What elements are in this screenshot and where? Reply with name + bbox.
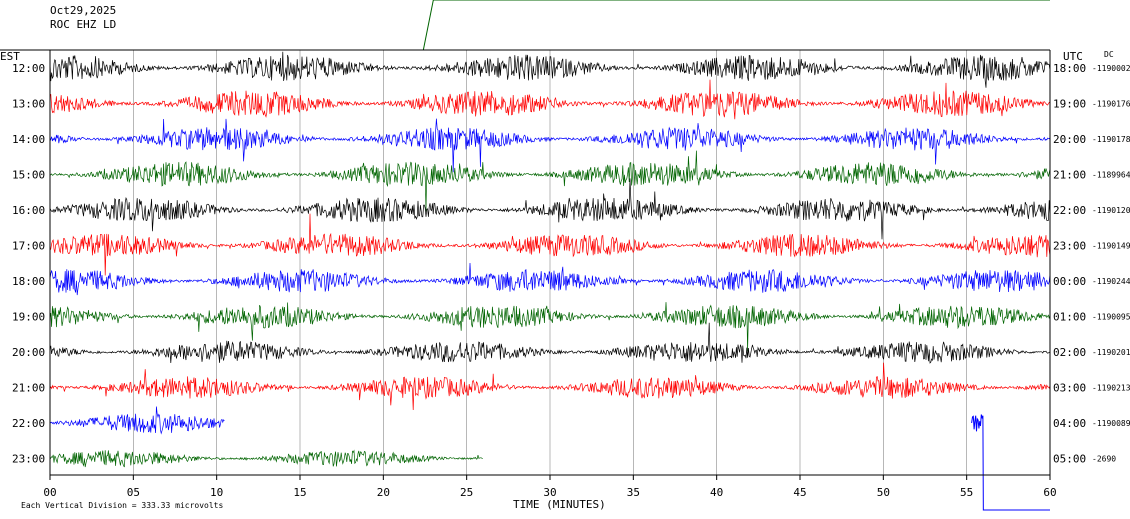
dc-offset-label: -1190176 — [1092, 100, 1130, 109]
x-tick-label: 35 — [627, 486, 640, 499]
est-hour-label: 18:00 — [12, 275, 45, 288]
trace-1700 — [49, 213, 1051, 276]
dc-offset-label: -1190002 — [1092, 64, 1130, 73]
utc-hour-label: 00:00 — [1053, 275, 1086, 288]
utc-hour-label: 23:00 — [1053, 240, 1086, 253]
x-tick-label: 60 — [1043, 486, 1056, 499]
minute-gridlines — [133, 50, 967, 475]
dc-offset-label: -1190178 — [1092, 135, 1130, 144]
chart-date: Oct29,2025 — [50, 4, 117, 17]
utc-hour-label: 03:00 — [1053, 382, 1086, 395]
trace-clip-line — [422, 0, 1050, 51]
est-hour-label: 12:00 — [12, 62, 45, 75]
x-tick-label: 50 — [877, 486, 890, 499]
trace-1500 — [49, 150, 1051, 212]
est-hour-label: 15:00 — [12, 169, 45, 182]
x-ticks: 00 05 10 15 20 25 30 35 40 45 50 55 60 — [43, 475, 1057, 499]
trace-2200 — [49, 406, 225, 435]
utc-hour-label: 19:00 — [1053, 98, 1086, 111]
utc-hour-label: 21:00 — [1053, 169, 1086, 182]
utc-hour-label: 01:00 — [1053, 311, 1086, 324]
trace-1200 — [49, 51, 1051, 88]
x-tick-label: 40 — [710, 486, 723, 499]
dc-offset-label: -1190095 — [1092, 313, 1130, 322]
trace-late-segment — [971, 414, 1050, 511]
est-hour-label: 13:00 — [12, 98, 45, 111]
dc-offset-label: -2690 — [1092, 455, 1116, 464]
seismic-traces — [49, 0, 1051, 511]
trace-1400 — [49, 118, 1051, 173]
dc-offset-label: -1189964 — [1092, 171, 1130, 180]
est-hour-label: 17:00 — [12, 240, 45, 253]
est-hour-label: 19:00 — [12, 311, 45, 324]
dc-offset-label: -1190201 — [1092, 348, 1130, 357]
dc-offset-label: -1190244 — [1092, 277, 1130, 286]
x-tick-label: 15 — [293, 486, 306, 499]
utc-hour-label: 02:00 — [1053, 346, 1086, 359]
x-tick-label: 30 — [543, 486, 556, 499]
axes — [0, 49, 1051, 476]
est-hour-label: 21:00 — [12, 382, 45, 395]
x-tick-label: 25 — [460, 486, 473, 499]
trace-1800 — [49, 262, 1051, 296]
axis-labels: EST UTC DC TIME (MINUTES) Each Vertical … — [0, 50, 1114, 511]
trace-1900 — [49, 302, 1051, 352]
dc-offset-label: -1190089 — [1092, 419, 1130, 428]
utc-hour-label: 04:00 — [1053, 417, 1086, 430]
utc-hour-label: 05:00 — [1053, 453, 1086, 466]
trace-2100 — [49, 362, 1051, 411]
utc-hour-label: 20:00 — [1053, 133, 1086, 146]
utc-hour-label: 22:00 — [1053, 204, 1086, 217]
est-hour-label: 22:00 — [12, 417, 45, 430]
x-tick-label: 45 — [793, 486, 806, 499]
x-tick-label: 00 — [43, 486, 56, 499]
x-axis-label: TIME (MINUTES) — [513, 498, 606, 511]
est-hour-label: 20:00 — [12, 346, 45, 359]
trace-2300 — [49, 449, 483, 468]
x-tick-label: 05 — [127, 486, 140, 499]
trace-1300 — [49, 79, 1051, 120]
est-axis-title: EST — [0, 50, 20, 63]
est-hour-label: 14:00 — [12, 133, 45, 146]
utc-axis-title: UTC — [1063, 50, 1083, 63]
trace-2000 — [49, 322, 1051, 364]
station-code: ROC EHZ LD — [50, 18, 117, 31]
dc-offset-label: -1190213 — [1092, 384, 1130, 393]
dc-axis-title: DC — [1104, 50, 1114, 59]
est-hour-label: 23:00 — [12, 453, 45, 466]
dc-offset-label: -1190120 — [1092, 206, 1130, 215]
utc-hour-label: 18:00 — [1053, 62, 1086, 75]
x-tick-label: 10 — [210, 486, 223, 499]
x-tick-label: 55 — [960, 486, 973, 499]
dc-offset-label: -1190149 — [1092, 242, 1130, 251]
est-hour-label: 16:00 — [12, 204, 45, 217]
footer-note: Each Vertical Division = 333.33 microvol… — [21, 501, 223, 510]
x-tick-label: 20 — [377, 486, 390, 499]
row-labels: 12:00 18:00 -1190002 13:00 19:00 -1190176 14:0… — [12, 62, 1130, 466]
trace-1600 — [49, 178, 1051, 240]
